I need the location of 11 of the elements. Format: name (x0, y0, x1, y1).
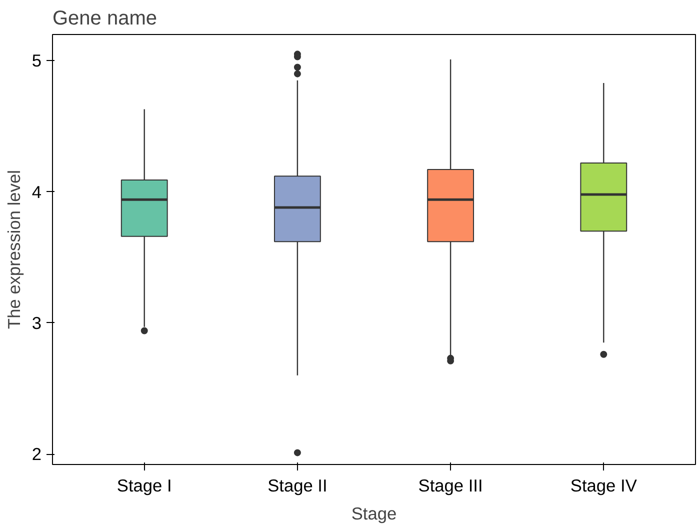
y-tick-label: 3 (32, 312, 42, 333)
y-tick-label: 5 (32, 50, 42, 71)
y-tick-label: 2 (32, 444, 42, 464)
x-tick-label: Stage III (418, 476, 483, 496)
x-tick-label: Stage IV (570, 476, 638, 496)
chart-title: Gene name (52, 8, 158, 30)
x-axis-title: Stage (351, 504, 397, 524)
y-axis-title: The expression level (4, 170, 24, 329)
x-tick-label: Stage I (116, 476, 172, 496)
y-tick-label: 4 (32, 182, 42, 202)
x-tick-label: Stage II (268, 476, 328, 496)
